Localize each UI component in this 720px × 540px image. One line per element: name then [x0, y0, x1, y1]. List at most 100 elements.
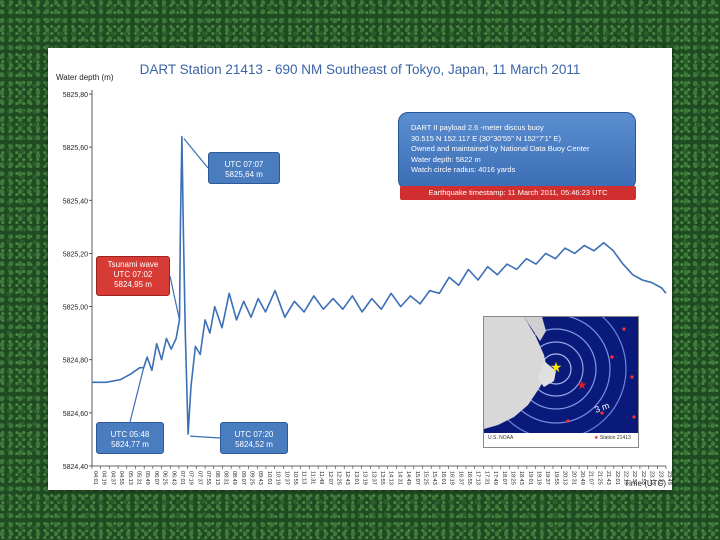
- series-line: [92, 135, 667, 435]
- y-tick-label: 5825,80: [63, 92, 88, 99]
- x-tick-label: 08:13: [214, 471, 220, 485]
- x-tick-label: 06:43: [170, 471, 176, 485]
- info-line: Watch circle radius: 4016 yards: [411, 165, 516, 174]
- x-tick-label: 16:55: [466, 471, 472, 485]
- map-graphic: ★ ★ 3 m: [484, 317, 638, 447]
- x-tick-label: 17:49: [492, 471, 498, 485]
- y-tick-label: 5824,60: [63, 411, 88, 418]
- map-station-label: ★ Station 21413: [594, 435, 631, 441]
- x-tick-label: 08:49: [231, 471, 237, 485]
- x-tick-label: 06:25: [162, 471, 168, 485]
- x-tick-label: 16:37: [457, 471, 463, 485]
- callout-line: UTC 07:07: [224, 160, 264, 169]
- x-tick-label: 09:07: [240, 471, 246, 485]
- map-station-text: Station 21413: [599, 435, 631, 441]
- svg-text:★: ★: [550, 360, 563, 376]
- x-tick-label: 22:01: [614, 471, 620, 485]
- x-tick-label: 09:25: [249, 471, 255, 485]
- x-tick-label: 04:55: [118, 471, 124, 485]
- wave-height-label: 3 m: [593, 400, 611, 415]
- callout-line: 5825,64 m: [225, 170, 263, 179]
- x-tick-label: 10:55: [292, 471, 298, 485]
- callout-pointer: [183, 138, 209, 169]
- x-tick-label: 14:31: [396, 471, 402, 485]
- x-tick-label: 11:31: [309, 471, 315, 484]
- callout-pointer: [169, 275, 181, 320]
- x-tick-label: 04:19: [101, 471, 107, 485]
- x-tick-label: 07:19: [188, 471, 194, 485]
- x-tick-label: 10:37: [283, 471, 289, 485]
- x-tick-label: 07:37: [196, 471, 202, 485]
- slide: DART Station 21413 - 690 NM Southeast of…: [48, 48, 672, 490]
- start-callout: UTC 05:48 5824,77 m: [96, 422, 164, 454]
- y-tick-label: 5824,80: [63, 358, 88, 365]
- x-tick-label: 14:49: [405, 471, 411, 485]
- callout-line: Tsunami wave: [107, 260, 159, 269]
- x-tick-label: 18:43: [518, 471, 524, 485]
- x-tick-label: 04:01: [92, 471, 98, 485]
- x-tick-label: 19:55: [553, 471, 559, 485]
- info-line: Owned and maintained by National Data Bu…: [411, 144, 590, 153]
- y-tick-label: 5825,00: [63, 305, 88, 312]
- callout-line: 5824,95 m: [114, 280, 152, 289]
- callout-line: UTC 05:48: [110, 430, 150, 439]
- earthquake-timestamp: Earthquake timestamp: 11 March 2011, 05:…: [400, 186, 636, 200]
- callout-pointer: [190, 435, 221, 439]
- chart: DART Station 21413 - 690 NM Southeast of…: [56, 62, 672, 488]
- x-tick-label: 14:13: [388, 471, 394, 485]
- x-tick-label: 16:01: [440, 471, 446, 485]
- x-tick-label: 19:01: [527, 471, 533, 485]
- x-tick-label: 23:13: [649, 471, 655, 485]
- info-line: 30.515 N 152.117 E (30°30'55" N 152°7'1"…: [411, 133, 561, 143]
- callout-line: UTC 07:02: [113, 270, 153, 279]
- tsunami-map: ★ ★ 3 m U.S. NOAA ★ Station 21413: [483, 316, 639, 448]
- x-tick-label: 15:07: [414, 471, 420, 485]
- x-tick-label: 20:31: [570, 471, 576, 485]
- station-star-icon: ★: [594, 435, 599, 441]
- x-tick-label: 22:19: [623, 471, 629, 485]
- callout-line: 5824,77 m: [111, 440, 149, 449]
- x-tick-label: 15:25: [422, 471, 428, 485]
- x-tick-label: 22:37: [631, 471, 637, 485]
- x-tick-label: 05:49: [144, 471, 150, 485]
- peak-callout: UTC 07:07 5825,64 m: [208, 152, 280, 184]
- x-tick-label: 12:43: [344, 471, 350, 485]
- y-tick-label: 5824,40: [63, 464, 88, 471]
- x-tick-label: 21:25: [596, 471, 602, 485]
- x-tick-label: 09:43: [257, 471, 263, 485]
- x-tick-label: 12:07: [327, 471, 333, 485]
- x-tick-label: 18:07: [501, 471, 507, 485]
- tsunami-callout: Tsunami wave UTC 07:02 5824,95 m: [96, 256, 170, 296]
- x-tick-label: 07:55: [205, 471, 211, 485]
- x-tick-label: 11:49: [318, 471, 324, 484]
- x-tick-label: 13:19: [362, 471, 368, 485]
- chart-title: DART Station 21413 - 690 NM Southeast of…: [140, 62, 581, 77]
- x-tick-label: 20:49: [579, 471, 585, 485]
- x-tick-label: 22:55: [640, 471, 646, 485]
- x-tick-label: 23:31: [657, 471, 663, 485]
- buoy-info-box: DART II payload 2.6 -meter discus buoy 3…: [398, 112, 636, 190]
- x-tick-label: 13:55: [379, 471, 385, 485]
- x-tick-label: 20:13: [562, 471, 568, 485]
- trough-callout: UTC 07:20 5824,52 m: [220, 422, 288, 454]
- x-axis-label: Time (UTC): [625, 479, 667, 488]
- x-tick-label: 11:13: [301, 471, 307, 484]
- info-line: DART II payload 2.6 -meter discus buoy: [411, 123, 544, 132]
- x-tick-label: 23:49: [666, 471, 672, 485]
- x-tick-label: 07:01: [179, 471, 185, 485]
- x-tick-label: 18:25: [509, 471, 515, 485]
- y-tick-label: 5825,60: [63, 145, 88, 152]
- y-tick-label: 5825,40: [63, 198, 88, 205]
- x-tick-label: 12:25: [336, 471, 342, 485]
- x-tick-label: 05:13: [127, 471, 133, 485]
- x-tick-label: 19:37: [544, 471, 550, 485]
- x-tick-label: 08:31: [222, 471, 228, 485]
- x-tick-label: 10:19: [275, 471, 281, 485]
- callout-line: UTC 07:20: [234, 430, 274, 439]
- x-tick-label: 16:19: [449, 471, 455, 485]
- x-tick-label: 13:01: [353, 471, 359, 485]
- info-line: Water depth: 5822 m: [411, 154, 481, 164]
- svg-text:★: ★: [577, 378, 588, 392]
- y-axis-label: Water depth (m): [56, 73, 114, 82]
- x-tick-label: 17:13: [475, 471, 481, 485]
